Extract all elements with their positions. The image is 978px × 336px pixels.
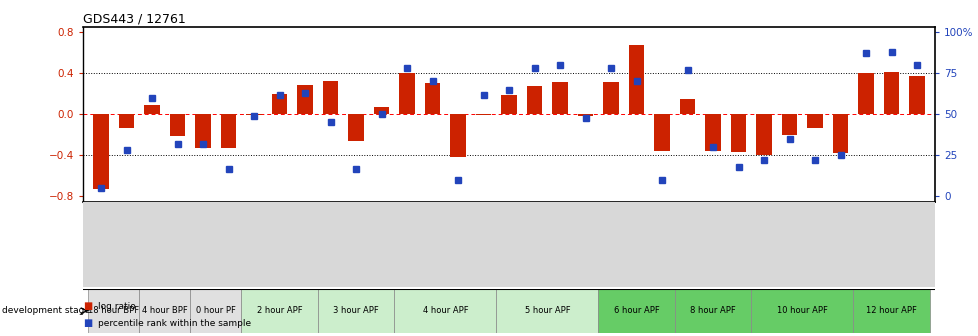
- Bar: [526, 86, 542, 114]
- Bar: [832, 114, 847, 153]
- Bar: [475, 114, 491, 115]
- Bar: [552, 82, 567, 114]
- Bar: [272, 94, 287, 114]
- Bar: [424, 83, 440, 114]
- Text: percentile rank within the sample: percentile rank within the sample: [98, 319, 250, 328]
- Bar: [501, 95, 516, 114]
- Bar: [450, 114, 466, 157]
- Text: 6 hour APF: 6 hour APF: [613, 306, 659, 315]
- Text: log ratio: log ratio: [98, 302, 136, 311]
- Bar: [756, 114, 771, 155]
- Bar: [318, 289, 394, 333]
- Bar: [705, 114, 720, 151]
- Bar: [348, 114, 364, 141]
- Text: 18 hour BPF: 18 hour BPF: [88, 306, 139, 315]
- Text: 10 hour APF: 10 hour APF: [777, 306, 827, 315]
- Bar: [853, 289, 929, 333]
- Bar: [93, 114, 109, 189]
- Text: ■: ■: [83, 318, 92, 328]
- Text: GDS443 / 12761: GDS443 / 12761: [83, 13, 186, 26]
- Text: 4 hour APF: 4 hour APF: [422, 306, 467, 315]
- Bar: [190, 289, 241, 333]
- Bar: [196, 114, 210, 148]
- Text: 3 hour APF: 3 hour APF: [333, 306, 378, 315]
- Bar: [858, 73, 872, 114]
- Bar: [680, 99, 694, 114]
- Bar: [118, 114, 134, 128]
- Text: 4 hour BPF: 4 hour BPF: [142, 306, 188, 315]
- Bar: [88, 289, 139, 333]
- Text: 8 hour APF: 8 hour APF: [689, 306, 735, 315]
- Bar: [653, 114, 669, 151]
- Bar: [145, 105, 159, 114]
- Bar: [781, 114, 796, 135]
- Bar: [496, 289, 598, 333]
- Bar: [297, 85, 312, 114]
- Bar: [602, 82, 618, 114]
- Bar: [628, 45, 644, 114]
- Bar: [170, 114, 185, 136]
- Bar: [399, 73, 415, 114]
- Bar: [577, 114, 593, 116]
- Text: ■: ■: [83, 301, 92, 311]
- Bar: [139, 289, 190, 333]
- Text: 5 hour APF: 5 hour APF: [524, 306, 569, 315]
- Bar: [241, 289, 318, 333]
- Bar: [221, 114, 236, 148]
- Bar: [909, 76, 924, 114]
- Bar: [323, 81, 337, 114]
- Bar: [883, 72, 899, 114]
- Bar: [394, 289, 496, 333]
- Bar: [731, 114, 745, 152]
- Bar: [750, 289, 853, 333]
- Text: 0 hour PF: 0 hour PF: [196, 306, 236, 315]
- Bar: [598, 289, 674, 333]
- Text: 12 hour APF: 12 hour APF: [866, 306, 916, 315]
- Bar: [374, 107, 389, 114]
- Bar: [674, 289, 750, 333]
- Text: 2 hour APF: 2 hour APF: [256, 306, 302, 315]
- Text: development stage: development stage: [2, 306, 90, 315]
- Bar: [246, 114, 261, 115]
- Bar: [807, 114, 822, 128]
